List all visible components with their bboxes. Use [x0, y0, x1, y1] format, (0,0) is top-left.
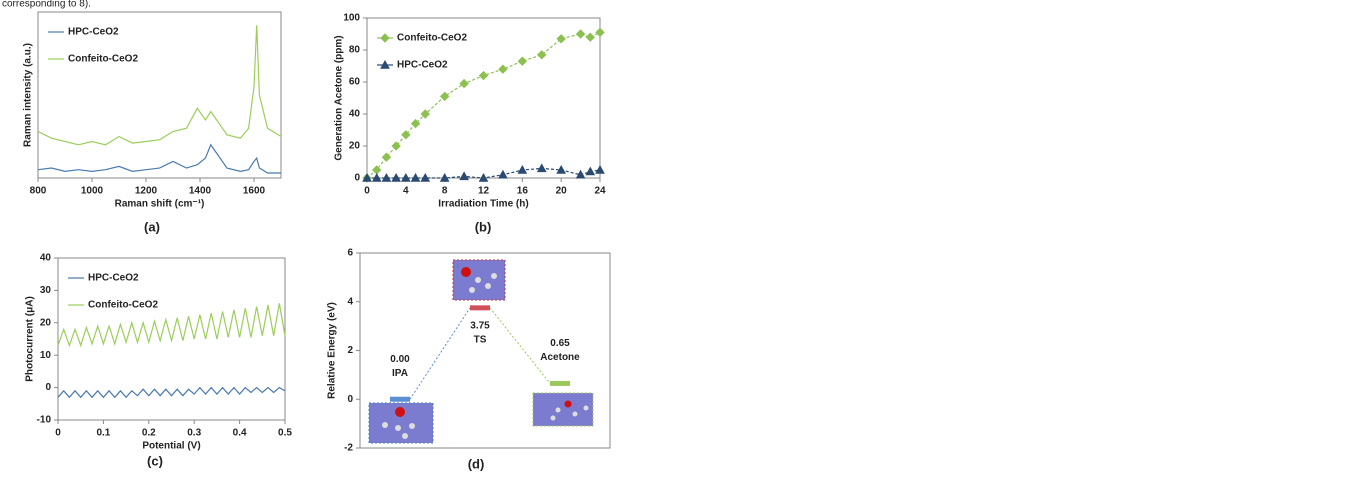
panel-label: (b)	[475, 219, 492, 234]
x-tick-label: 0	[55, 428, 61, 439]
legend-label: Confeito-CeO2	[88, 300, 158, 311]
marker	[538, 164, 546, 171]
panel-label: (c)	[147, 453, 163, 468]
y-tick-label: 0	[354, 173, 360, 184]
marker	[577, 30, 585, 38]
series-line	[38, 145, 281, 173]
y-axis-label: Photocurrent (μA)	[25, 296, 36, 382]
marker	[381, 34, 389, 42]
marker	[586, 33, 594, 41]
x-tick-label: 1400	[189, 186, 212, 197]
x-tick-label: 0.3	[187, 428, 201, 439]
marker	[460, 80, 468, 88]
marker	[596, 166, 604, 173]
y-tick-label: 4	[347, 296, 353, 307]
marker	[460, 172, 468, 179]
panel-label: (a)	[144, 219, 160, 234]
level-label: TS	[474, 334, 487, 345]
value-label: 0.00	[390, 354, 410, 365]
x-tick-label: 24	[594, 186, 606, 197]
y-tick-label: 40	[40, 253, 52, 264]
x-tick-label: 16	[517, 186, 529, 197]
legend-label: Confeito-CeO2	[397, 33, 467, 44]
x-tick-label: 1600	[243, 186, 266, 197]
y-tick-label: 20	[40, 317, 52, 328]
energy-level	[390, 397, 410, 402]
legend-label: HPC-CeO2	[397, 60, 448, 71]
y-tick-label: -10	[37, 415, 52, 426]
energy-level	[550, 381, 570, 386]
panel-label: (d)	[468, 456, 485, 471]
inset-acetone	[533, 393, 593, 426]
x-tick-label: 0	[364, 186, 370, 197]
marker	[586, 168, 594, 175]
figure: corresponding to 8). 8001000120014001600…	[0, 0, 1351, 479]
marker	[499, 65, 507, 73]
marker	[480, 72, 488, 80]
x-axis-label: Potential (V)	[142, 441, 200, 452]
value-label: 3.75	[470, 320, 490, 331]
x-tick-label: 0.1	[96, 428, 110, 439]
y-axis-label: Generation Acetone (ppm)	[334, 35, 345, 160]
y-tick-label: 2	[347, 345, 353, 356]
marker	[596, 28, 604, 36]
level-label: IPA	[392, 368, 408, 379]
marker	[518, 166, 526, 173]
x-tick-label: 1000	[81, 186, 104, 197]
inset-ipa	[369, 403, 433, 443]
x-tick-label: 0.5	[278, 428, 292, 439]
x-axis-label: Irradiation Time (h)	[438, 199, 528, 210]
y-tick-label: -2	[344, 443, 353, 454]
inset-ts	[453, 260, 505, 300]
y-axis-label: Relative Energy (eV)	[327, 302, 338, 399]
x-tick-label: 4	[403, 186, 409, 197]
x-tick-label: 1200	[135, 186, 158, 197]
y-axis-label: Raman intensity (a.u.)	[23, 43, 34, 147]
y-tick-label: 0	[45, 382, 51, 393]
legend-label: HPC-CeO2	[68, 27, 119, 38]
x-tick-label: 8	[442, 186, 448, 197]
caption-fragment: corresponding to 8).	[2, 0, 91, 10]
connector	[490, 308, 550, 384]
legend-label: Confeito-CeO2	[68, 54, 138, 65]
series-line	[38, 25, 281, 145]
y-tick-label: 10	[40, 350, 52, 361]
y-tick-label: 20	[349, 141, 361, 152]
x-tick-label: 0.4	[233, 428, 247, 439]
x-tick-label: 800	[30, 186, 47, 197]
level-label: Acetone	[540, 352, 580, 363]
y-tick-label: 60	[349, 77, 361, 88]
legend-label: HPC-CeO2	[88, 273, 139, 284]
marker	[538, 51, 546, 59]
marker	[518, 57, 526, 65]
x-tick-label: 0.2	[142, 428, 156, 439]
x-axis-label: Raman shift (cm⁻¹)	[115, 199, 205, 210]
y-tick-label: 40	[349, 109, 361, 120]
series-line	[367, 32, 600, 178]
marker	[441, 92, 449, 100]
y-tick-label: 30	[40, 285, 52, 296]
value-label: 0.65	[550, 338, 570, 349]
marker	[499, 171, 507, 178]
x-tick-label: 12	[478, 186, 490, 197]
y-tick-label: 6	[347, 248, 353, 259]
y-tick-label: 0	[347, 394, 353, 405]
y-tick-label: 80	[349, 45, 361, 56]
x-tick-label: 20	[556, 186, 568, 197]
connector	[410, 308, 470, 399]
energy-level	[470, 305, 490, 310]
series-line	[58, 388, 285, 398]
y-tick-label: 100	[343, 13, 360, 24]
